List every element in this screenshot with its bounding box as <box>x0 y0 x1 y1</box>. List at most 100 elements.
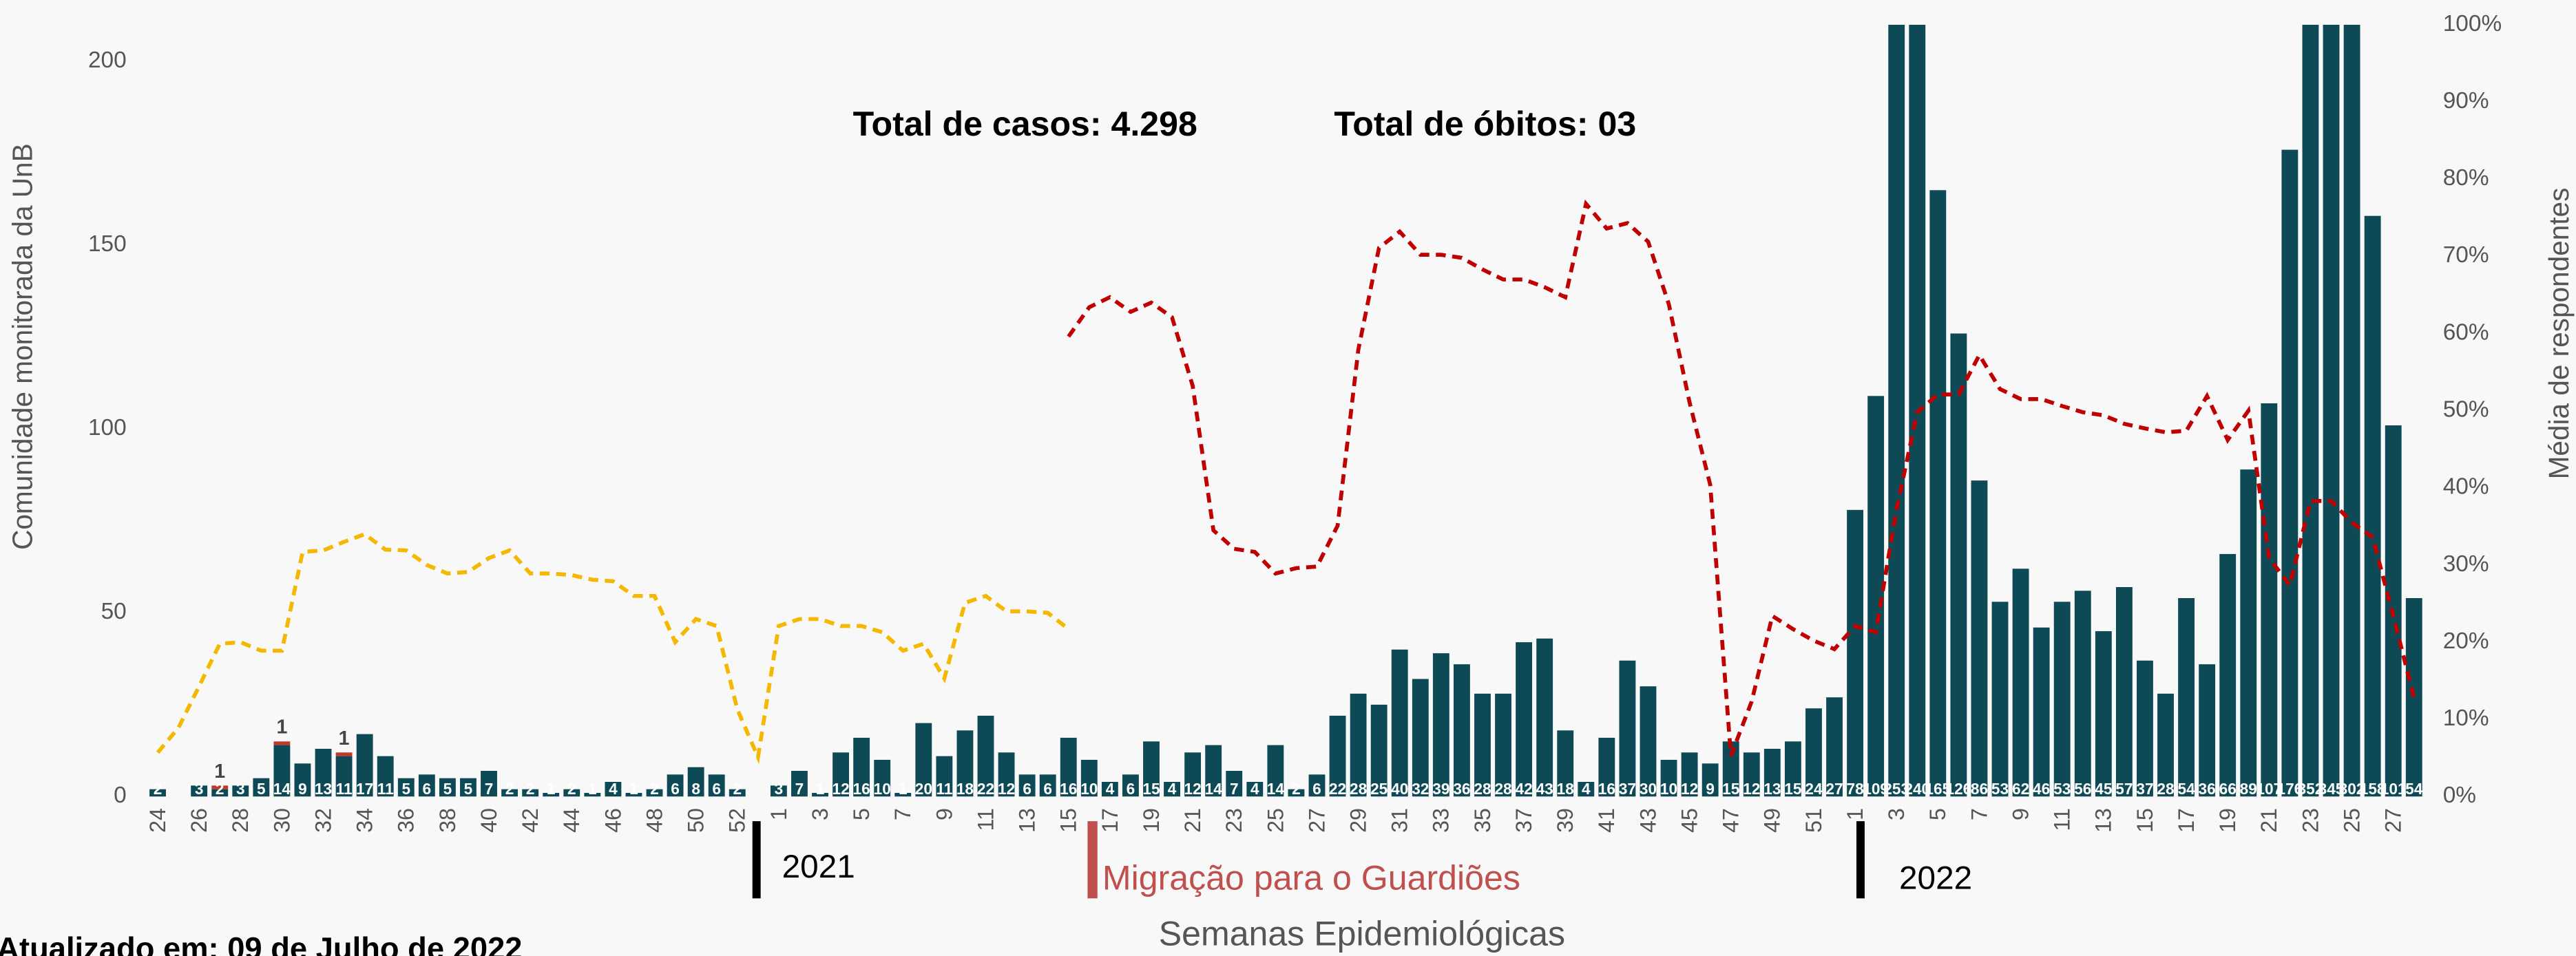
bar <box>1350 693 1367 797</box>
bar <box>584 793 601 797</box>
bar-label: 17 <box>356 780 373 798</box>
bar <box>1660 759 1677 797</box>
bar <box>501 789 519 797</box>
bar-label: 6 <box>671 780 680 798</box>
bar-label: 7 <box>795 780 804 798</box>
bar-label: 46 <box>2033 780 2050 798</box>
bar-label: 101 <box>2380 780 2407 798</box>
bar-label: 2 <box>650 780 659 798</box>
bar-label: 9 <box>1706 780 1715 798</box>
bar-label: 13 <box>1763 780 1781 798</box>
bar-label: 56 <box>2074 780 2091 798</box>
bar-label: 7 <box>1230 780 1239 798</box>
x-tick-label: 24 <box>145 808 170 833</box>
bar-label: 1 <box>899 780 908 798</box>
x-tick-label: 17 <box>2174 808 2199 833</box>
bar <box>1226 770 1243 797</box>
bar <box>1122 774 1139 797</box>
x-tick-label: 11 <box>2050 808 2075 831</box>
bar-label: 7 <box>485 780 494 798</box>
bar <box>1080 759 1098 797</box>
bar <box>211 789 229 797</box>
bar-label: 1 <box>588 780 597 798</box>
migration-marker <box>1087 821 1098 899</box>
bar <box>460 778 477 797</box>
total-deaths: Total de óbitos: 03 <box>1334 105 1636 143</box>
x-tick-label: 48 <box>642 808 667 833</box>
bar-segment <box>273 741 291 745</box>
bar <box>853 737 870 797</box>
bar <box>1557 730 1574 797</box>
x-tick-label: 21 <box>1180 808 1205 833</box>
bar <box>2364 215 2381 797</box>
bar <box>1867 396 1885 797</box>
x-tick-label: 1 <box>1843 808 1867 820</box>
x-tick-label: 7 <box>1967 808 1991 820</box>
year-marker <box>752 821 761 899</box>
bar-label: 62 <box>2012 780 2029 798</box>
x-tick-label: 26 <box>187 808 211 833</box>
bar <box>1826 697 1843 797</box>
bar <box>605 781 622 797</box>
year-label: 2021 <box>782 849 855 885</box>
bar <box>1619 660 1636 797</box>
bar-label: 5 <box>257 780 266 798</box>
bar <box>2199 664 2216 797</box>
bar-label: 54 <box>2177 780 2195 798</box>
bar-label: 30 <box>1640 780 1657 798</box>
bar-label: 27 <box>1825 780 1843 798</box>
bar <box>1971 480 1988 797</box>
bar-label: 20 <box>915 780 932 798</box>
y2-tick-label: 50% <box>2443 397 2489 423</box>
bar-label: 4 <box>1106 780 1115 798</box>
bar-label: 37 <box>2136 780 2153 798</box>
bar-label: 109 <box>1863 780 1889 798</box>
bar-label: 126 <box>1945 780 1971 798</box>
bar <box>2012 569 2029 797</box>
x-tick-label: 27 <box>2381 808 2406 833</box>
x-tick-label: 38 <box>435 808 460 833</box>
bar <box>625 793 642 797</box>
bar-label: 5 <box>401 780 410 798</box>
bar-label: 158 <box>2360 780 2386 798</box>
bar-label: 36 <box>2199 780 2216 798</box>
x-tick-label: 13 <box>2091 808 2116 833</box>
bar-label: 9 <box>298 780 307 798</box>
bar-label: 57 <box>2115 780 2133 798</box>
bar-label: 2 <box>216 780 224 798</box>
y2-axis-label: Média de respondentes <box>2543 188 2575 480</box>
x-tick-label: 9 <box>932 808 956 820</box>
bar <box>1267 745 1284 797</box>
bar-label: 176 <box>2276 780 2303 798</box>
x-tick-label: 23 <box>2298 808 2323 833</box>
y-axis-label: Comunidade monitorada da UnB <box>7 143 39 550</box>
y-tick-label: 150 <box>88 231 127 257</box>
bar <box>770 785 787 797</box>
segment-label: 1 <box>339 727 350 750</box>
bar <box>418 774 435 797</box>
bar <box>253 778 270 797</box>
bar <box>1143 741 1160 797</box>
bar-segment <box>211 785 229 789</box>
bar <box>2405 598 2422 797</box>
x-tick-label: 32 <box>311 808 335 833</box>
x-tick-label: 46 <box>600 808 625 833</box>
bar <box>2323 25 2340 797</box>
bar <box>439 778 456 797</box>
bar <box>1164 781 1180 797</box>
x-tick-label: 28 <box>228 808 253 833</box>
bar-label: 66 <box>2219 780 2237 798</box>
bar-label: 6 <box>1127 780 1135 798</box>
bar <box>2095 631 2112 797</box>
x-axis-label: Semanas Epidemiológicas <box>1159 914 1565 953</box>
bar <box>667 774 684 797</box>
bar-label: 352 <box>2298 780 2324 798</box>
bar-label: 302 <box>2339 780 2365 798</box>
bar <box>2115 586 2133 797</box>
bar <box>1453 664 1470 797</box>
bar-label: 2 <box>733 780 742 798</box>
y2-tick-label: 10% <box>2443 705 2489 731</box>
bar <box>812 793 828 797</box>
bar-label: 3 <box>775 780 784 798</box>
